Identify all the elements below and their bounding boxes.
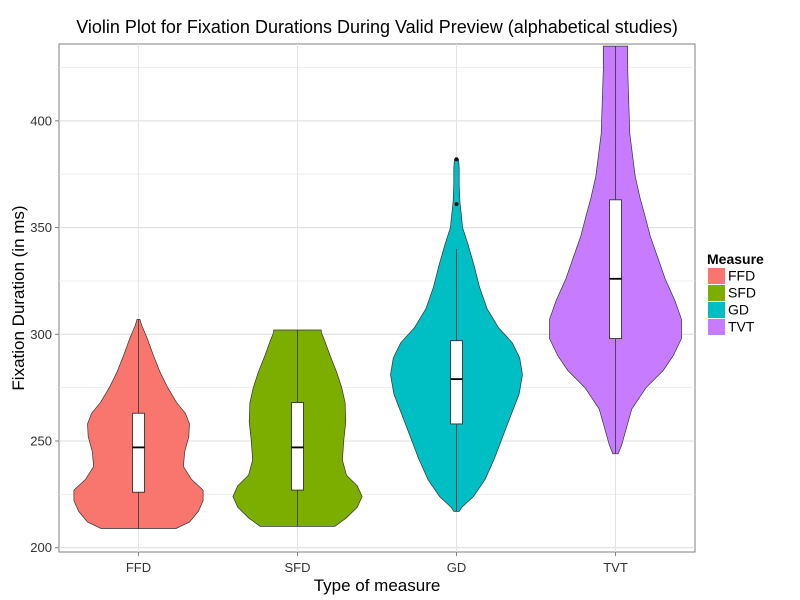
legend-swatch-ffd xyxy=(708,268,725,284)
y-axis-ticks: 200 250 300 350 400 xyxy=(30,113,59,555)
x-tick-label: TVT xyxy=(603,560,628,575)
y-tick-label: 250 xyxy=(30,434,52,449)
box-iqr xyxy=(609,199,622,340)
y-axis-title: Fixation Duration (in ms) xyxy=(9,205,28,390)
legend-swatch-tvt xyxy=(708,319,725,335)
outlier-point xyxy=(454,157,459,162)
x-tick-label: GD xyxy=(447,560,467,575)
outlier-point xyxy=(454,202,459,207)
legend-label-gd: GD xyxy=(728,302,749,318)
x-axis-title: Type of measure xyxy=(314,576,441,595)
legend-swatch-gd xyxy=(708,302,725,318)
y-tick-label: 400 xyxy=(30,113,52,128)
y-tick-label: 350 xyxy=(30,220,52,235)
box-iqr xyxy=(132,412,145,493)
legend-label-sfd: SFD xyxy=(728,285,756,301)
violins xyxy=(73,45,682,529)
violin-tvt xyxy=(549,45,682,455)
x-axis-ticks: FFD SFD GD TVT xyxy=(126,552,628,575)
legend-swatch-sfd xyxy=(708,285,725,301)
box-iqr xyxy=(450,340,463,425)
violin-gd xyxy=(390,157,523,512)
x-tick-label: SFD xyxy=(285,560,311,575)
legend-title: Measure xyxy=(707,251,764,267)
x-tick-label: FFD xyxy=(126,560,151,575)
box-iqr xyxy=(291,402,304,491)
legend-label-tvt: TVT xyxy=(728,319,755,335)
violin-sfd xyxy=(232,329,363,527)
legend-label-ffd: FFD xyxy=(728,268,755,284)
violin-ffd xyxy=(73,318,204,529)
chart-title: Violin Plot for Fixation Durations Durin… xyxy=(76,17,678,37)
y-tick-label: 200 xyxy=(30,540,52,555)
y-tick-label: 300 xyxy=(30,327,52,342)
